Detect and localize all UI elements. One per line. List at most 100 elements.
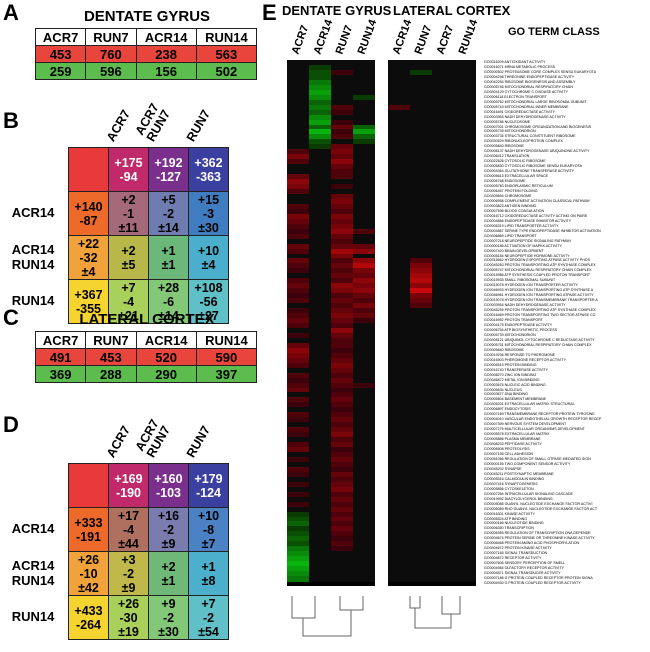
heatmap-cell — [410, 139, 432, 145]
heatmap-cell — [287, 382, 309, 388]
heatmap-cell — [309, 481, 331, 488]
heatmap-cell — [432, 442, 454, 448]
heatmap-cell — [410, 193, 432, 200]
heatmap-cell — [309, 213, 331, 220]
heatmap-cell — [353, 243, 375, 250]
heatmap-cell — [432, 223, 454, 230]
heatmap-cell — [309, 218, 331, 225]
heatmap-cell — [454, 387, 476, 393]
heatmap-cell — [309, 149, 331, 155]
heatmap-cell — [388, 402, 410, 408]
heatmap-cell — [331, 442, 353, 448]
c-up-cell: 520 — [135, 348, 197, 366]
heatmap-cell — [388, 387, 410, 393]
go-term-label: GO0005089 RHO GUANYL NUCLEOTIDE EXCHANGE… — [484, 506, 598, 511]
heatmap-cell — [309, 352, 331, 359]
heatmap-cell — [331, 109, 353, 116]
cell-value: ±5 — [121, 257, 136, 272]
heatmap-cell — [410, 337, 432, 344]
heatmap-cell — [309, 248, 331, 255]
go-term-label: GO0007155 CELL ADHESION — [484, 452, 534, 457]
heatmap-cell — [454, 466, 476, 473]
heatmap-cell — [432, 452, 454, 458]
heatmap-cell — [454, 402, 476, 408]
overlap-cell: +7 -4 ±21 — [108, 279, 149, 324]
heatmap-cell — [309, 561, 331, 567]
go-term-label: GO0006412 TRANSLATION — [484, 154, 530, 159]
heatmap-cell — [331, 531, 353, 537]
heatmap-cell — [432, 516, 454, 522]
heatmap-cell — [331, 169, 353, 175]
heatmap-cell — [454, 516, 476, 522]
heatmap-cell — [309, 318, 331, 324]
heatmap-cell — [353, 114, 375, 121]
heatmap-cell — [388, 154, 410, 160]
heatmap-cell — [388, 546, 410, 552]
overlap-cell: +192 -127 — [148, 147, 189, 192]
heatmap-cell — [331, 313, 353, 319]
cell-value: -10 — [79, 566, 98, 581]
go-term-label: GO0005746 MITOCHONDRIAL RESPIRATORY CHAI… — [484, 84, 574, 89]
heatmap-cell — [410, 89, 432, 96]
cell-value: +1 — [161, 243, 176, 258]
heatmap-cell — [353, 387, 375, 393]
heatmap-cell — [388, 496, 410, 503]
heatmap-cell — [410, 308, 432, 314]
go-term-label: GO0042254 RIBOSOME BIOGENESIS AND ASSEMB… — [484, 79, 576, 84]
heatmap-cell — [432, 491, 454, 498]
heatmap-cell — [432, 367, 454, 374]
heatmap-cell — [410, 432, 432, 438]
heatmap-cell — [432, 397, 454, 403]
go-term-label: GO0005201 EXTRACELLULAR MATRIX STRUCTURA… — [484, 402, 575, 407]
go-term-label: GO0005524 ATP BINDING — [484, 516, 528, 521]
heatmap-cell — [353, 332, 375, 339]
cell-value: +433 — [74, 603, 103, 618]
heatmap-cell — [388, 466, 410, 473]
cell-value: ±8 — [201, 573, 216, 588]
heatmap-cell — [410, 486, 432, 493]
go-term-label: GO0004872 RECEPTOR ACTIVITY — [484, 556, 542, 561]
heatmap-cell — [287, 337, 309, 344]
heatmap-cell — [331, 432, 353, 438]
heatmap-cell — [353, 556, 375, 562]
heatmap-cell — [309, 566, 331, 572]
go-term-label: GO0015986 ATP SYNTHESIS COUPLED PROTON T… — [484, 273, 591, 278]
heatmap-cell — [353, 323, 375, 329]
heatmap-cell — [410, 323, 432, 329]
heatmap-cell — [388, 481, 410, 488]
dendrogram-dg-branch — [302, 610, 352, 637]
a-down-cell: 502 — [195, 62, 258, 80]
heatmap-cell — [410, 471, 432, 478]
heatmap-cell — [388, 392, 410, 398]
heatmap-cell — [388, 109, 410, 116]
heatmap-cell — [432, 218, 454, 225]
heatmap-cell — [309, 521, 331, 527]
d-col-label: ACR7 RUN7 — [133, 417, 173, 460]
heatmap-cell — [410, 179, 432, 185]
heatmap-cell — [287, 109, 309, 116]
go-term-label: GO0016209 ANTIOXIDANT ACTIVITY — [484, 60, 546, 64]
cell-value: -30 — [119, 610, 138, 625]
heatmap-cell — [309, 164, 331, 170]
heatmap-cell — [454, 536, 476, 542]
heatmap-cell — [432, 466, 454, 473]
heatmap-cell — [410, 397, 432, 403]
heatmap-cell — [432, 332, 454, 339]
go-term-label: GO0008233 PEPTIDASE ACTIVITY — [484, 442, 542, 447]
heatmap-cell — [309, 60, 331, 66]
heatmap-cell — [454, 347, 476, 354]
heatmap-cell — [353, 337, 375, 344]
heatmap-cell — [454, 491, 476, 498]
heatmap-cell — [388, 352, 410, 359]
heatmap-cell — [410, 566, 432, 572]
heatmap-cell — [287, 278, 309, 284]
heatmap-cell — [454, 372, 476, 379]
heatmap-cell — [331, 447, 353, 453]
cell-value: ±27 — [198, 308, 219, 323]
heatmap-cell — [388, 456, 410, 463]
heatmap-cell — [331, 174, 353, 180]
heatmap-cell — [454, 193, 476, 200]
go-term-label: GO0003954 NADH DEHYDROGENASE ACTIVITY — [484, 303, 566, 308]
heatmap-cell — [331, 288, 353, 294]
heatmap-cell — [309, 273, 331, 279]
